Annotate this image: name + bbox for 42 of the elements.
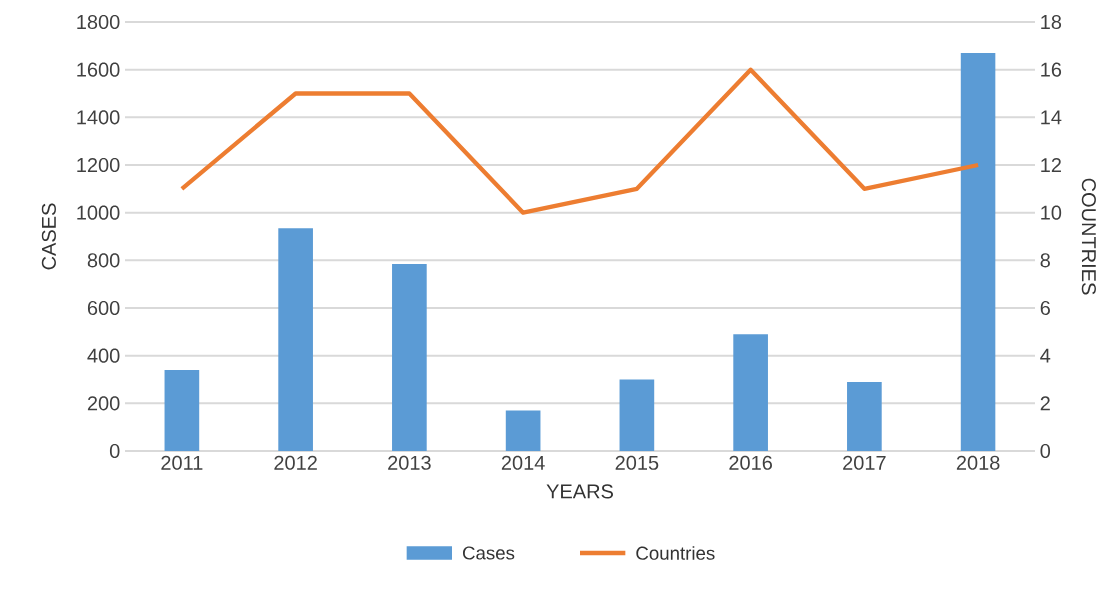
legend-label: Cases bbox=[462, 546, 515, 560]
bar bbox=[733, 334, 768, 451]
x-axis-title: YEARS bbox=[546, 484, 613, 499]
x-tick-label: 2012 bbox=[274, 455, 317, 470]
bar bbox=[392, 263, 427, 451]
y-tick-label: 1400 bbox=[77, 110, 120, 125]
y-tick-label: 1000 bbox=[77, 205, 120, 220]
x-tick-label: 2014 bbox=[501, 455, 545, 470]
y-tick-label: 0 bbox=[109, 443, 120, 459]
bar bbox=[164, 369, 200, 451]
x-tick-label: 2016 bbox=[729, 455, 772, 470]
x-tick-label: 2018 bbox=[956, 455, 1000, 470]
y-axis-title: CASES bbox=[41, 203, 56, 270]
x-tick-label: 2013 bbox=[388, 455, 431, 470]
y2-tick-label: 2 bbox=[1040, 396, 1050, 411]
y-tick-label: 1600 bbox=[77, 62, 120, 77]
bar bbox=[960, 52, 996, 451]
y-tick-label: 600 bbox=[87, 300, 120, 316]
y-tick-label: 1200 bbox=[77, 157, 120, 173]
y2-tick-label: 4 bbox=[1040, 348, 1051, 363]
y2-tick-label: 10 bbox=[1041, 205, 1062, 220]
line-series bbox=[179, 67, 981, 215]
bar bbox=[847, 381, 882, 451]
bar bbox=[619, 379, 655, 451]
bar bbox=[505, 410, 541, 451]
y2-tick-label: 6 bbox=[1040, 300, 1050, 316]
y-tick-label: 800 bbox=[87, 253, 120, 268]
x-tick-label: 2011 bbox=[161, 455, 203, 470]
y2-tick-label: 8 bbox=[1040, 253, 1050, 268]
y-tick-label: 400 bbox=[87, 348, 120, 363]
y-tick-label: 1800 bbox=[77, 14, 120, 30]
y-tick-label: 200 bbox=[87, 396, 120, 411]
x-tick-label: 2015 bbox=[615, 455, 659, 470]
y2-tick-label: 18 bbox=[1041, 14, 1062, 30]
y2-axis-title: COUNTRIES bbox=[1081, 178, 1096, 295]
y2-tick-label: 12 bbox=[1041, 158, 1061, 172]
y2-tick-label: 14 bbox=[1041, 110, 1062, 125]
y2-tick-label: 0 bbox=[1040, 443, 1051, 459]
y2-tick-label: 16 bbox=[1041, 62, 1062, 77]
legend-label: Countries bbox=[636, 546, 715, 560]
x-tick-label: 2017 bbox=[843, 455, 886, 470]
bar bbox=[278, 228, 313, 451]
